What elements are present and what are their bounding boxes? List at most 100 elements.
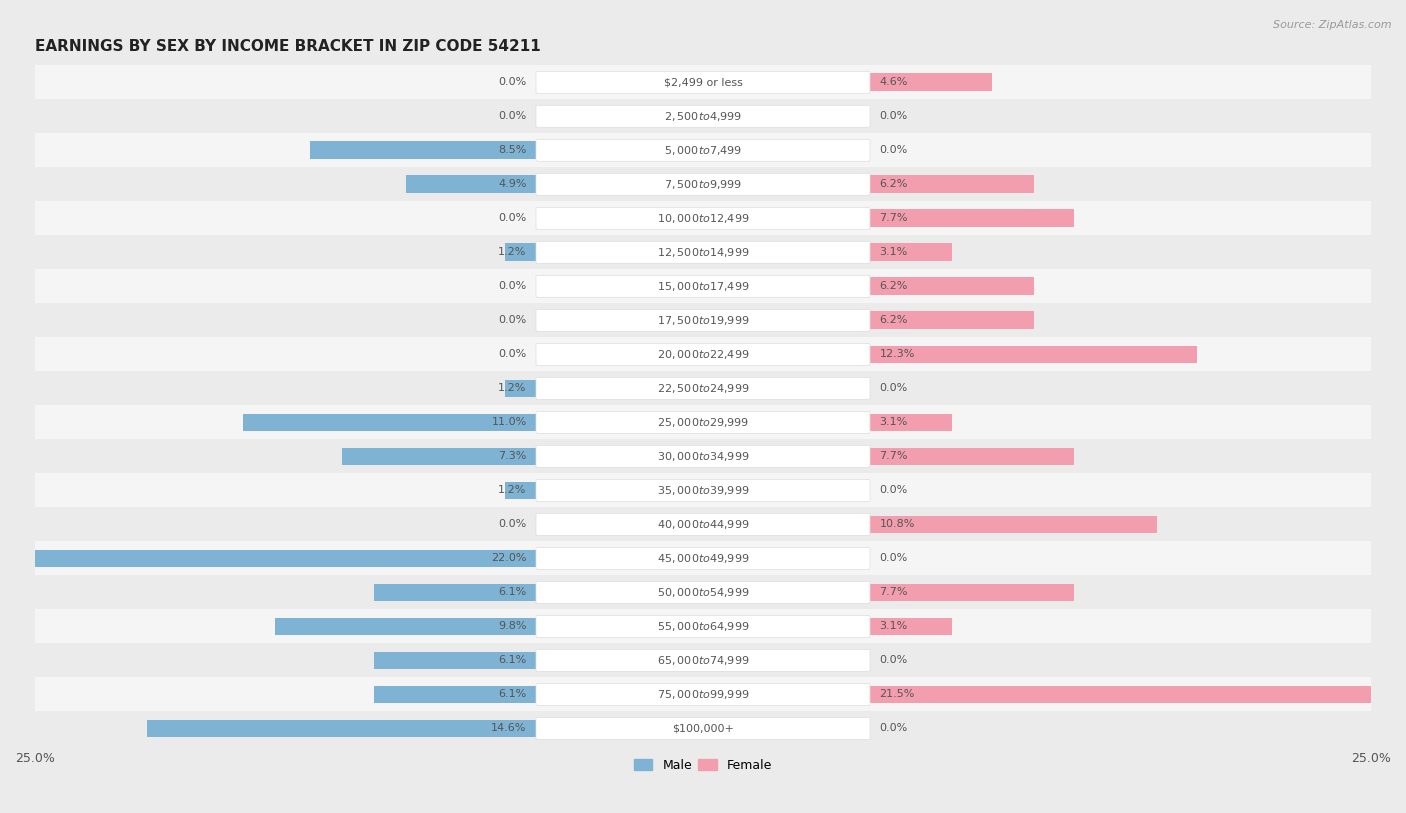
Bar <box>243 414 537 431</box>
FancyBboxPatch shape <box>536 241 870 263</box>
Bar <box>35 643 1371 677</box>
Text: 7.7%: 7.7% <box>879 588 908 598</box>
Text: 0.0%: 0.0% <box>879 554 908 563</box>
FancyBboxPatch shape <box>536 377 870 399</box>
Bar <box>869 584 1074 602</box>
Bar <box>35 133 1371 167</box>
Bar <box>0 550 537 567</box>
Bar <box>869 210 1074 227</box>
Text: 0.0%: 0.0% <box>879 485 908 495</box>
Bar <box>374 685 537 703</box>
Bar <box>869 346 1198 363</box>
Text: $7,500 to $9,999: $7,500 to $9,999 <box>664 178 742 191</box>
Text: 0.0%: 0.0% <box>498 77 527 87</box>
Text: 4.6%: 4.6% <box>879 77 908 87</box>
FancyBboxPatch shape <box>536 684 870 706</box>
Text: 7.7%: 7.7% <box>879 451 908 461</box>
Text: 6.1%: 6.1% <box>498 588 527 598</box>
Text: 0.0%: 0.0% <box>498 281 527 291</box>
Text: EARNINGS BY SEX BY INCOME BRACKET IN ZIP CODE 54211: EARNINGS BY SEX BY INCOME BRACKET IN ZIP… <box>35 39 541 54</box>
Bar <box>35 167 1371 202</box>
Text: 22.0%: 22.0% <box>491 554 527 563</box>
Text: $17,500 to $19,999: $17,500 to $19,999 <box>657 314 749 327</box>
Bar <box>869 243 952 261</box>
FancyBboxPatch shape <box>536 581 870 603</box>
Text: $15,000 to $17,499: $15,000 to $17,499 <box>657 280 749 293</box>
Bar <box>35 576 1371 610</box>
FancyBboxPatch shape <box>536 717 870 739</box>
Text: $55,000 to $64,999: $55,000 to $64,999 <box>657 620 749 633</box>
Text: $65,000 to $74,999: $65,000 to $74,999 <box>657 654 749 667</box>
Bar <box>869 176 1035 193</box>
Text: 0.0%: 0.0% <box>879 655 908 665</box>
Text: 10.8%: 10.8% <box>879 520 915 529</box>
FancyBboxPatch shape <box>536 139 870 161</box>
Text: 3.1%: 3.1% <box>879 621 908 632</box>
Text: 9.8%: 9.8% <box>498 621 527 632</box>
Text: 1.2%: 1.2% <box>498 485 527 495</box>
FancyBboxPatch shape <box>536 276 870 298</box>
FancyBboxPatch shape <box>536 513 870 536</box>
Bar <box>869 618 952 635</box>
Text: 1.2%: 1.2% <box>498 384 527 393</box>
Text: 0.0%: 0.0% <box>498 213 527 224</box>
Text: $25,000 to $29,999: $25,000 to $29,999 <box>657 416 749 429</box>
Text: 0.0%: 0.0% <box>498 350 527 359</box>
Text: 8.5%: 8.5% <box>498 146 527 155</box>
Bar <box>35 372 1371 406</box>
Legend: Male, Female: Male, Female <box>628 754 778 776</box>
Text: $100,000+: $100,000+ <box>672 724 734 733</box>
Text: 6.1%: 6.1% <box>498 689 527 699</box>
Text: 0.0%: 0.0% <box>879 724 908 733</box>
Text: $2,499 or less: $2,499 or less <box>664 77 742 87</box>
Text: $12,500 to $14,999: $12,500 to $14,999 <box>657 246 749 259</box>
FancyBboxPatch shape <box>536 480 870 502</box>
Text: 6.1%: 6.1% <box>498 655 527 665</box>
Bar <box>869 414 952 431</box>
Text: 0.0%: 0.0% <box>498 111 527 121</box>
Bar <box>35 235 1371 269</box>
FancyBboxPatch shape <box>536 446 870 467</box>
Bar <box>869 685 1406 703</box>
Bar <box>35 99 1371 133</box>
Bar <box>35 269 1371 303</box>
Bar <box>374 584 537 602</box>
Bar <box>148 720 537 737</box>
Text: 7.7%: 7.7% <box>879 213 908 224</box>
Text: 1.2%: 1.2% <box>498 247 527 258</box>
Bar <box>35 507 1371 541</box>
Text: 0.0%: 0.0% <box>879 384 908 393</box>
Bar <box>505 243 537 261</box>
Text: 21.5%: 21.5% <box>879 689 915 699</box>
Text: $22,500 to $24,999: $22,500 to $24,999 <box>657 382 749 395</box>
Bar <box>869 515 1157 533</box>
Bar <box>35 677 1371 711</box>
FancyBboxPatch shape <box>536 615 870 637</box>
Bar <box>35 610 1371 643</box>
Bar <box>505 481 537 499</box>
Text: $5,000 to $7,499: $5,000 to $7,499 <box>664 144 742 157</box>
Text: $45,000 to $49,999: $45,000 to $49,999 <box>657 552 749 565</box>
Text: $10,000 to $12,499: $10,000 to $12,499 <box>657 212 749 225</box>
FancyBboxPatch shape <box>536 173 870 195</box>
Text: $75,000 to $99,999: $75,000 to $99,999 <box>657 688 749 701</box>
FancyBboxPatch shape <box>536 106 870 128</box>
Text: 12.3%: 12.3% <box>879 350 915 359</box>
Text: 11.0%: 11.0% <box>491 417 527 428</box>
FancyBboxPatch shape <box>536 650 870 672</box>
Bar <box>869 277 1035 295</box>
Bar <box>35 202 1371 235</box>
Text: 6.2%: 6.2% <box>879 281 908 291</box>
FancyBboxPatch shape <box>536 343 870 365</box>
Text: 14.6%: 14.6% <box>491 724 527 733</box>
Bar <box>35 541 1371 576</box>
Text: 6.2%: 6.2% <box>879 315 908 325</box>
Text: 0.0%: 0.0% <box>879 111 908 121</box>
FancyBboxPatch shape <box>536 310 870 332</box>
FancyBboxPatch shape <box>536 547 870 569</box>
Text: 7.3%: 7.3% <box>498 451 527 461</box>
Bar <box>869 73 991 91</box>
Bar <box>35 406 1371 439</box>
Text: $50,000 to $54,999: $50,000 to $54,999 <box>657 586 749 599</box>
Text: $40,000 to $44,999: $40,000 to $44,999 <box>657 518 749 531</box>
